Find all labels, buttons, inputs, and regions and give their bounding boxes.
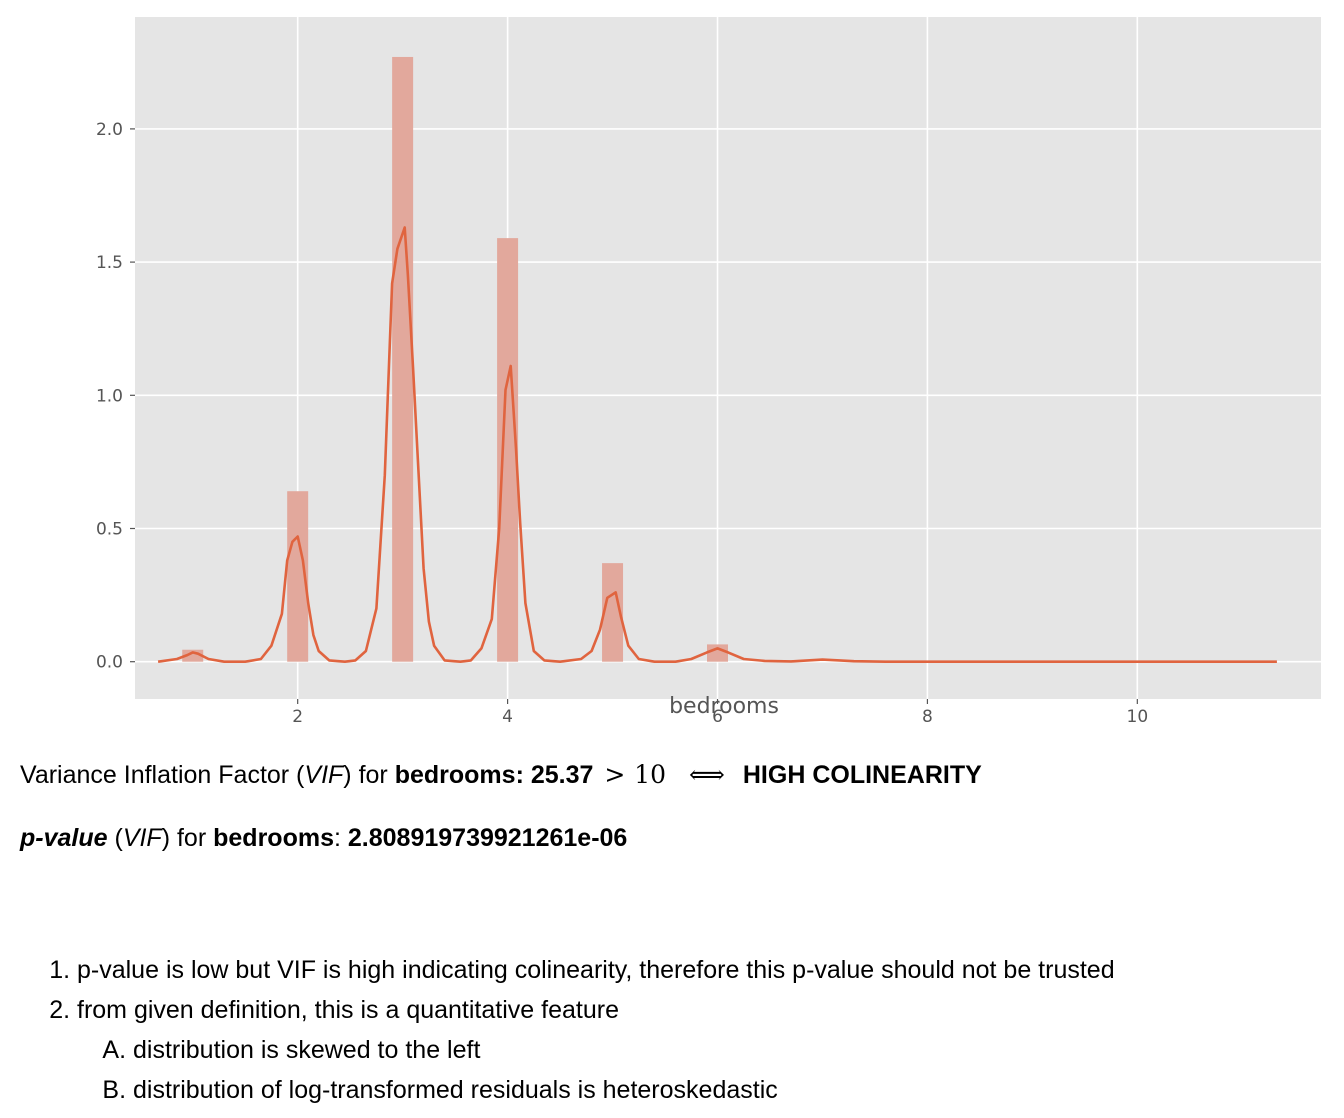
plot-area bbox=[135, 17, 1321, 699]
pvalue-feature: bedrooms bbox=[213, 824, 334, 852]
pvalue-value: 2.808919739921261e-06 bbox=[347, 824, 628, 852]
pvalue-statement: p-value (VIF) for bedrooms: 2.8089197399… bbox=[20, 824, 627, 853]
vif-statement: Variance Inflation Factor (VIF) for bedr… bbox=[20, 760, 982, 790]
sub-list: distribution is skewed to the left distr… bbox=[77, 1030, 1115, 1110]
vif-value: : 25.37 bbox=[515, 761, 594, 789]
vif-feature: bedrooms bbox=[394, 761, 516, 789]
iff-symbol: ⟺ bbox=[689, 760, 725, 789]
x-tick-label: 2 bbox=[292, 707, 303, 727]
histogram-bar bbox=[182, 649, 204, 662]
y-tick-label: 0.5 bbox=[96, 520, 123, 540]
x-tick-label: 6 bbox=[712, 707, 723, 727]
bedrooms-distribution-chart: 2 4 6 8 10 0.0 0.5 1.0 1.5 2.0 bedrooms bbox=[96, 17, 1321, 727]
conclusions-list: p-value is low but VIF is high indicatin… bbox=[20, 950, 1115, 1110]
x-axis-label: bedrooms bbox=[669, 694, 779, 719]
histogram-bar bbox=[497, 238, 519, 662]
pvalue-label: p-value bbox=[20, 824, 108, 852]
histogram-bar bbox=[602, 563, 624, 662]
colinearity-verdict: HIGH COLINEARITY bbox=[742, 761, 982, 789]
x-tick-label: 10 bbox=[1127, 707, 1149, 727]
list-item: from given definition, this is a quantit… bbox=[77, 990, 1115, 1110]
kde-curve-group bbox=[157, 226, 1277, 664]
histogram-bar bbox=[707, 644, 728, 662]
x-tick-label: 4 bbox=[502, 707, 513, 727]
y-tick-label: 1.5 bbox=[96, 253, 123, 273]
pvalue-open: ( bbox=[107, 824, 123, 852]
vif-mid: ) for bbox=[343, 761, 395, 789]
list-item: p-value is low but VIF is high indicatin… bbox=[77, 950, 1115, 990]
vif-prefix: Variance Inflation Factor ( bbox=[20, 761, 305, 789]
y-tick-label: 1.0 bbox=[96, 386, 123, 406]
histogram-bar bbox=[287, 491, 309, 662]
sub-list-item: distribution is skewed to the left bbox=[133, 1030, 1115, 1070]
histogram-bars bbox=[182, 56, 728, 662]
pvalue-mid: ) for bbox=[161, 824, 214, 852]
axis-ticks: 2 4 6 8 10 0.0 0.5 1.0 1.5 2.0 bbox=[96, 120, 1148, 727]
vif-threshold: 10 bbox=[634, 760, 667, 789]
y-tick-label: 0.0 bbox=[96, 653, 123, 673]
pvalue-vif-abbr: VIF bbox=[122, 824, 162, 852]
kde-line bbox=[157, 226, 1277, 664]
gt-symbol: > bbox=[604, 760, 626, 789]
sub-list-item: distribution of log-transformed residual… bbox=[133, 1070, 1115, 1110]
vif-abbr: VIF bbox=[304, 761, 344, 789]
pvalue-colon: : bbox=[333, 824, 348, 852]
y-tick-label: 2.0 bbox=[96, 120, 123, 140]
list-item-text: from given definition, this is a quantit… bbox=[77, 996, 619, 1024]
histogram-bar bbox=[392, 56, 414, 662]
x-tick-label: 8 bbox=[922, 707, 933, 727]
